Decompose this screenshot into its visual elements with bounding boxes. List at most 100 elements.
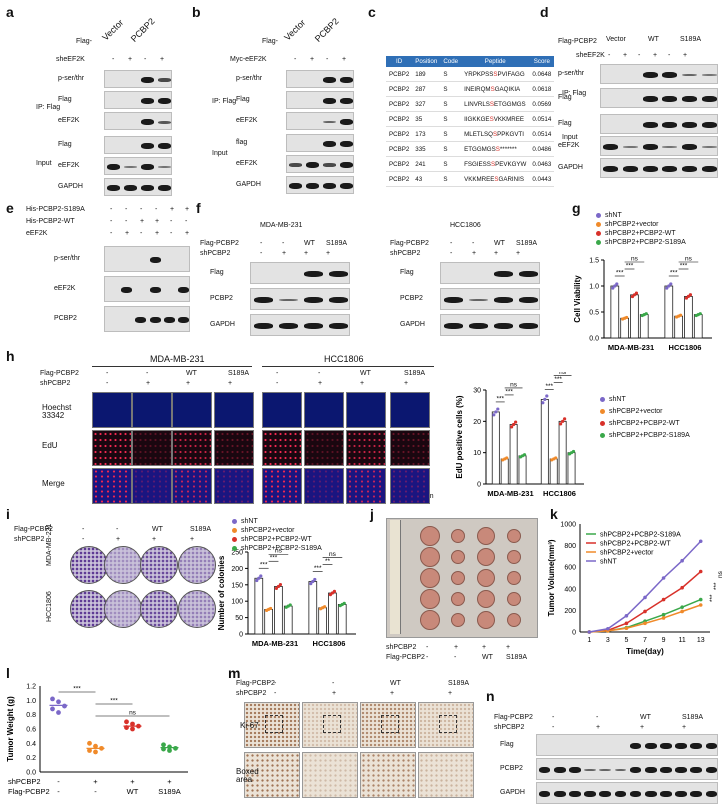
panel-m-sh-label: shPCBP2 [236, 690, 267, 697]
peptide-header-4: Score [529, 56, 555, 67]
y-tick-label: 0.4 [26, 741, 36, 748]
microscopy-image [346, 430, 386, 466]
peptide-cell-3-4: 0.0514 [529, 111, 555, 127]
y-tick-label: 800 [564, 543, 576, 550]
panel-g-legend-label-0: shNT [605, 212, 622, 219]
blot-a-in-0-band-3 [158, 143, 171, 149]
panel-h-flag-mark-2: WT [186, 370, 197, 377]
y-tick-label: 1.0 [26, 698, 36, 705]
sig-label: *** [496, 395, 504, 402]
blot-f-2-2-band-1 [469, 323, 488, 329]
colony-dish [104, 546, 142, 584]
table-row: PCBP2 173 S MLETLSQSPPKGVTI 0.0514 [386, 126, 555, 142]
blot-b-in-1-band-3 [340, 162, 353, 168]
peptide-cell-6-2: S [440, 156, 462, 172]
panel-b-top-label: Flag- [262, 38, 278, 45]
peptide-header-2: Code [440, 56, 462, 67]
blot-b-ip-2-band-2 [323, 120, 336, 124]
bar [318, 607, 327, 635]
panel-h-sh-mark-2: + [186, 380, 191, 387]
ihc-image [244, 702, 300, 748]
sig-label: ns [510, 381, 518, 388]
blot-d-in-2-band-5 [701, 166, 717, 172]
panel-j-sh-mark-1: + [454, 644, 459, 651]
panel-b-mark-1: + [310, 56, 315, 63]
panel-b-letter: b [192, 4, 201, 20]
data-point [56, 710, 61, 715]
phospho-site: S [490, 85, 495, 93]
y-tick-label: 50 [235, 615, 243, 622]
tumor [451, 571, 465, 585]
blot-n-2-band-9 [675, 791, 687, 797]
blot-a-in-2-band-2 [141, 185, 154, 191]
peptide-cell-3-0: PCBP2 [386, 111, 413, 127]
data-point [680, 605, 684, 609]
panel-i-legend-label-2: shPCBP2+PCBP2-WT [241, 536, 312, 543]
peptide-cell-5-1: 335 [412, 141, 441, 157]
microscopy-image [172, 392, 212, 428]
sig-label: *** [680, 263, 688, 270]
panel-a-mark-0: - [112, 56, 115, 63]
table-row: PCBP2 43 S VKKMREESGARINIS 0.0443 [386, 171, 555, 187]
blot-a-ip-0 [104, 70, 172, 88]
peptide-table-header: ID Position Code Peptide Score [386, 56, 555, 67]
panel-f-1-flag-mark-0: - [260, 240, 263, 247]
panel-a-col-pcbp2: PCBP2 [128, 16, 157, 44]
panel-n-flag-mark-2: WT [640, 714, 651, 721]
panel-m-sh-mark-0: - [274, 690, 277, 697]
blot-b-in-1 [286, 155, 354, 173]
data-point [276, 584, 281, 589]
blot-d-in-1-band-2 [642, 144, 658, 150]
panel-i-legend-swatch-0 [232, 519, 237, 524]
tumor [420, 547, 440, 567]
sig-label: ** [325, 558, 331, 565]
panel-h-legend-swatch-1 [600, 409, 605, 414]
blot-d-in-2 [600, 158, 718, 178]
colony-dish [178, 590, 216, 628]
blot-d-in-1-band-5 [701, 146, 717, 148]
panel-e-cond-2-mark-0: - [110, 230, 113, 237]
sig-label: ns [329, 551, 337, 558]
blot-b-in-2-band-1 [306, 183, 319, 189]
blot-n-1-band-11 [705, 767, 717, 773]
peptide-cell-3-1: 35 [412, 111, 441, 127]
panel-e-cond-1-mark-1: - [125, 218, 128, 225]
ihc-image [302, 702, 358, 748]
panel-i-flag-mark-1: - [116, 526, 119, 533]
panel-n-sh-mark-1: + [596, 724, 601, 731]
bar [549, 458, 558, 485]
blot-f-2-2-band-0 [444, 323, 463, 329]
table-row: PCBP2 335 S ETGGMGSS******* 0.0486 [386, 141, 555, 157]
blot-n-0-band-8 [660, 743, 672, 749]
phospho-site: S [493, 70, 498, 78]
blot-d-ip-0-label: p-ser/thr [558, 70, 585, 77]
blot-a-in-2 [104, 178, 172, 196]
blot-e-2-band-4 [164, 317, 175, 323]
blot-f-1-2-band-0 [254, 323, 273, 329]
data-point [93, 749, 98, 755]
table-row: PCBP2 287 S INEIRQMSGAQIKIA 0.0618 [386, 81, 555, 97]
blot-f-2-2 [440, 314, 540, 336]
microscopy-image [92, 468, 132, 504]
bar [308, 581, 318, 635]
panel-i-chart: 0 50 100 150 200 250 Number of colonies MDA-MB-… [217, 548, 356, 648]
panel-a-mark-1: + [128, 56, 133, 63]
panel-m-row-label-1: Boxed area [236, 767, 259, 784]
blot-a-in-1-band-0 [107, 164, 120, 170]
peptide-cell-2-3: LINVRLSSETGGMGS [461, 96, 530, 112]
data-point [255, 578, 259, 583]
bar [684, 296, 693, 339]
panel-h-sh-mark-1: + [146, 380, 151, 387]
y-tick-label: 200 [231, 566, 243, 573]
boxed-region [265, 715, 283, 733]
flag-label: Flag-PCBP2 [8, 787, 50, 796]
panel-d-letter: d [540, 4, 549, 20]
panel-m-flag-mark-2: WT [390, 680, 401, 687]
data-point [563, 417, 567, 421]
blot-d-in-1 [600, 136, 718, 156]
microscopy-image [132, 468, 172, 504]
panel-g-legend-label-3: shPCBP2+PCBP2-S189A [605, 239, 686, 246]
microscopy-image [304, 430, 344, 466]
y-axis-label: Cell Viability [573, 275, 582, 323]
blot-f-2-1-label: PCBP2 [400, 295, 423, 302]
